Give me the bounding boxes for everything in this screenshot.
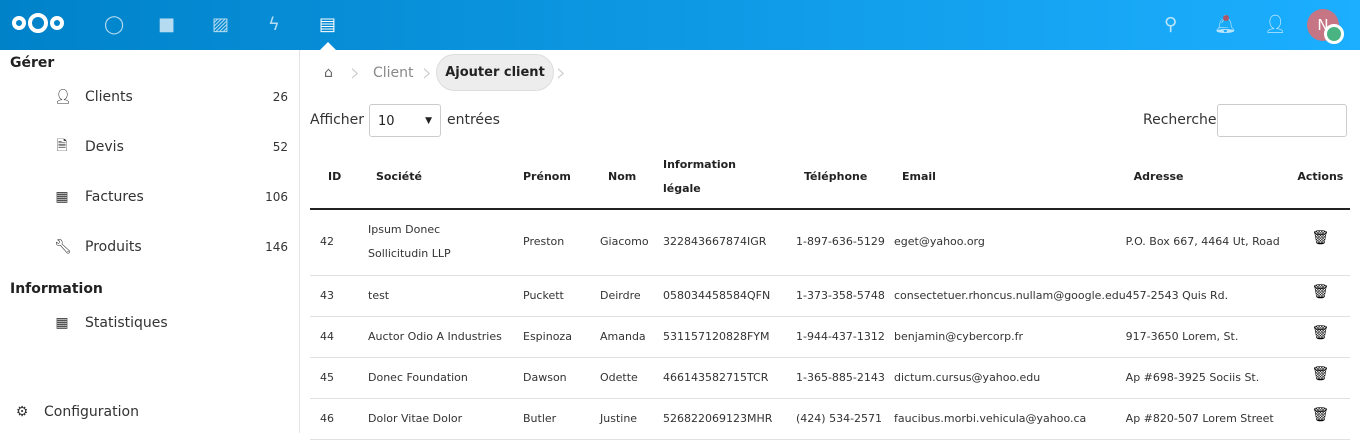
files-icon[interactable]: ■	[158, 14, 176, 35]
entries-label: entrées	[447, 112, 500, 128]
table-cell: benjamin@cybercorp.fr	[894, 316, 1126, 358]
table-cell: Giacomo	[600, 209, 663, 276]
table-cell: Preston	[523, 209, 600, 276]
table-row: 42 Ipsum Donec Sollicitudin LLP Preston Gia…	[310, 209, 1350, 276]
table-cell: 1-373-358-5748	[796, 275, 894, 317]
table-row: 43 test Puckett Deirdre 058034458584QFN 1-373…	[310, 275, 1350, 317]
col-nom[interactable]: Nom	[600, 146, 663, 210]
gear-icon: ⚙	[15, 404, 29, 420]
actions-cell: 🗑︎	[1290, 209, 1350, 276]
sidebar-item-clients[interactable]: 👤︎ Clients 26	[54, 89, 288, 105]
actions-cell: 🗑︎	[1290, 275, 1350, 317]
delete-trash-icon[interactable]: 🗑︎	[1311, 230, 1330, 247]
table-cell: 42	[310, 209, 368, 276]
table-cell: Auctor Odio A Industries	[368, 316, 523, 358]
search-input[interactable]	[1217, 104, 1347, 137]
breadcrumb-separator: ›	[556, 58, 567, 88]
table-cell: Dawson	[523, 357, 600, 399]
table-cell: 531157120828FYM	[663, 316, 796, 358]
clients-table: ID Société Prénom Nom Information légale…	[310, 146, 1350, 440]
table-cell: 43	[310, 275, 368, 317]
table-cell: 466143582715TCR	[663, 357, 796, 399]
sidebar: Gérer 👤︎ Clients 26 🗎︎ Devis 52 ▦ Factures 106…	[0, 50, 300, 433]
breadcrumb-separator: ›	[422, 58, 433, 88]
quote-icon: 🗎︎	[56, 138, 68, 154]
col-actions: Actions	[1290, 146, 1350, 210]
nextcloud-logo[interactable]	[12, 13, 64, 33]
delete-trash-icon[interactable]: 🗑︎	[1311, 365, 1330, 382]
actions-cell: 🗑︎	[1290, 357, 1350, 399]
table-row: 44 Auctor Odio A Industries Espinoza Amanda…	[310, 316, 1350, 358]
table-cell: 457-2543 Quis Rd.	[1125, 275, 1291, 317]
table-cell: Ap #698-3925 Sociis St.	[1125, 357, 1291, 399]
sidebar-item-produits[interactable]: 🔧︎ Produits 146	[54, 239, 288, 255]
delete-trash-icon[interactable]: 🗑︎	[1311, 283, 1330, 300]
page-size-select[interactable]: 10 ▼	[369, 104, 441, 137]
table-cell: dictum.cursus@yahoo.edu	[894, 357, 1126, 399]
search-icon[interactable]: ⚲	[1164, 14, 1178, 35]
breadcrumb-separator: ›	[350, 58, 361, 88]
actions-cell: 🗑︎	[1290, 316, 1350, 358]
section-gerer: Gérer	[10, 55, 55, 71]
table-cell: Amanda	[600, 316, 663, 358]
show-label: Afficher	[310, 112, 365, 128]
table-cell: Odette	[600, 357, 663, 399]
status-online-icon	[1324, 24, 1344, 44]
table-cell: 44	[310, 316, 368, 358]
delete-trash-icon[interactable]: 🗑︎	[1311, 324, 1330, 341]
table-cell: test	[368, 275, 523, 317]
add-client-button[interactable]: Ajouter client	[436, 54, 554, 91]
avatar[interactable]: N	[1307, 9, 1344, 44]
grid-icon: ▦	[55, 189, 69, 205]
table-cell: Puckett	[523, 275, 600, 317]
delete-trash-icon[interactable]: 🗑︎	[1311, 406, 1330, 423]
grid-icon: ▦	[55, 315, 69, 331]
sidebar-item-factures[interactable]: ▦ Factures 106	[55, 189, 288, 205]
top-header: ◯ ■ ▨ ϟ ▤ ⚲ 🔔︎ 👤︎ N	[0, 0, 1360, 50]
table-cell: 917-3650 Lorem, St.	[1125, 316, 1291, 358]
col-societe[interactable]: Société	[368, 146, 523, 210]
active-app-indicator	[320, 42, 336, 50]
table-cell: Ipsum Donec Sollicitudin LLP	[368, 209, 523, 276]
table-cell: 1-365-885-2143	[796, 357, 894, 399]
breadcrumb-client[interactable]: Client	[373, 65, 414, 81]
table-cell: 45	[310, 357, 368, 399]
table-cell: 1-897-636-5129	[796, 209, 894, 276]
contacts-icon[interactable]: 👤︎	[1264, 14, 1287, 35]
home-icon[interactable]: ⌂	[324, 65, 333, 81]
invoicing-app-icon[interactable]: ▤	[319, 14, 337, 35]
settings-button[interactable]: ⚙ Configuration	[15, 404, 139, 420]
table-cell: 322843667874IGR	[663, 209, 796, 276]
photos-icon[interactable]: ▨	[212, 14, 230, 35]
chevron-down-icon: ▼	[425, 116, 432, 126]
table-cell: consectetuer.rhoncus.nullam@google.edu	[894, 275, 1126, 317]
col-prenom[interactable]: Prénom	[523, 146, 600, 210]
col-email[interactable]: Email	[894, 146, 1126, 210]
search-label: Recherche	[1143, 112, 1217, 128]
activity-icon[interactable]: ϟ	[268, 14, 280, 35]
sidebar-item-devis[interactable]: 🗎︎ Devis 52	[0, 127, 299, 167]
table-cell: P.O. Box 667, 4464 Ut, Road	[1125, 209, 1291, 276]
table-cell: Deirdre	[600, 275, 663, 317]
clients-icon: 👤︎	[54, 89, 72, 105]
table-cell: Donec Foundation	[368, 357, 523, 399]
col-adresse[interactable]: Adresse	[1125, 146, 1291, 210]
table-cell: eget@yahoo.org	[894, 209, 1126, 276]
table-row: 45 Donec Foundation Dawson Odette 4661435827…	[310, 357, 1350, 399]
dashboard-icon[interactable]: ◯	[104, 14, 125, 35]
wrench-icon: 🔧︎	[54, 239, 72, 255]
table-cell: 1-944-437-1312	[796, 316, 894, 358]
col-id[interactable]: ID	[310, 146, 368, 210]
col-telephone[interactable]: Téléphone	[796, 146, 894, 210]
table-cell: Espinoza	[523, 316, 600, 358]
section-information: Information	[10, 281, 103, 297]
sidebar-item-statistiques[interactable]: ▦ Statistiques	[55, 315, 168, 331]
notifications-bell-icon[interactable]: 🔔︎	[1214, 14, 1237, 35]
table-cell: 058034458584QFN	[663, 275, 796, 317]
col-info-legale[interactable]: Information légale	[663, 146, 796, 210]
